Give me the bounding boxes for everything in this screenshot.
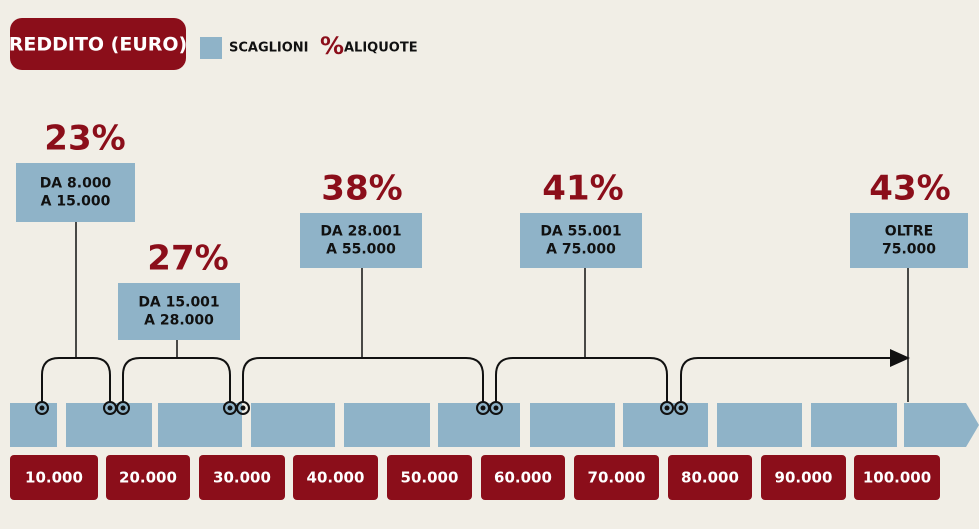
legend-swatch	[200, 37, 222, 59]
axis-label-box	[387, 455, 472, 500]
axis-segment	[623, 403, 708, 447]
axis-label-box	[668, 455, 752, 500]
bracket-end-dot	[240, 405, 246, 411]
bracket-rate: 41%	[542, 169, 623, 209]
bracket-range: A 75.000	[546, 242, 616, 258]
legend-label: SCAGLIONI	[229, 41, 309, 56]
bracket-range: A 15.000	[41, 194, 111, 210]
bracket-end-dot	[493, 405, 499, 411]
bracket-range: DA 55.001	[540, 224, 621, 240]
axis-segment	[10, 403, 57, 447]
bracket-box	[850, 213, 968, 268]
bracket-line	[495, 357, 668, 402]
axis-label: 10.000	[25, 469, 83, 487]
bracket-rate: 23%	[44, 119, 125, 159]
axis-label: 20.000	[119, 469, 177, 487]
bracket-end	[489, 401, 503, 415]
bracket-end-dot	[107, 405, 113, 411]
axis-label-box	[10, 455, 98, 500]
axis-label-box	[106, 455, 190, 500]
legend-label: ALIQUOTE	[344, 41, 418, 56]
bracket-range: DA 15.001	[138, 295, 219, 311]
header-title: REDDITO (EURO)	[9, 34, 188, 56]
bracket-rate: 43%	[869, 169, 950, 209]
axis-segment	[66, 403, 152, 447]
bracket-rate: 38%	[321, 169, 402, 209]
axis-segment	[158, 403, 242, 447]
bracket-box	[520, 213, 642, 268]
axis-segment	[530, 403, 615, 447]
axis-label-box	[854, 455, 940, 500]
bracket-end-dot	[678, 405, 684, 411]
bracket-box	[118, 283, 240, 340]
bracket-range: OLTRE	[885, 224, 933, 240]
axis-label-box	[199, 455, 285, 500]
bracket-rate: 27%	[147, 239, 228, 279]
axis-segment	[251, 403, 335, 447]
bracket-end	[236, 401, 250, 415]
bracket-end	[674, 401, 688, 415]
bracket-end	[660, 401, 674, 415]
axis-label-box	[761, 455, 846, 500]
bracket-range: A 28.000	[144, 313, 214, 329]
axis-label-box	[293, 455, 378, 500]
bracket-end-dot	[227, 405, 233, 411]
axis-label: 30.000	[213, 469, 271, 487]
legend-symbol: %	[320, 32, 344, 60]
bracket-end-dot	[120, 405, 126, 411]
bracket-line	[242, 357, 484, 402]
bracket-range: 75.000	[882, 242, 936, 258]
bracket-end	[116, 401, 130, 415]
axis-label: 50.000	[401, 469, 459, 487]
bracket-arrowhead	[890, 349, 910, 367]
bracket-box	[16, 163, 135, 222]
bracket-line	[680, 357, 890, 402]
axis-label-box	[481, 455, 565, 500]
bracket-box	[300, 213, 422, 268]
axis-segment	[811, 403, 897, 447]
bracket-end-dot	[664, 405, 670, 411]
axis-label: 40.000	[307, 469, 365, 487]
axis-segment	[344, 403, 430, 447]
bracket-range: DA 8.000	[40, 176, 112, 192]
axis-segment	[438, 403, 520, 447]
bracket-range: DA 28.001	[320, 224, 401, 240]
bracket-end	[35, 401, 49, 415]
header-badge	[10, 18, 186, 70]
axis-label: 100.000	[863, 469, 931, 487]
axis-arrow	[904, 403, 979, 447]
axis-label: 60.000	[494, 469, 552, 487]
axis-segment	[717, 403, 802, 447]
axis-label: 80.000	[681, 469, 739, 487]
axis-label: 90.000	[775, 469, 833, 487]
axis-label: 70.000	[588, 469, 646, 487]
axis-label-box	[574, 455, 659, 500]
bracket-end-dot	[39, 405, 45, 411]
bracket-end-dot	[480, 405, 486, 411]
bracket-range: A 55.000	[326, 242, 396, 258]
